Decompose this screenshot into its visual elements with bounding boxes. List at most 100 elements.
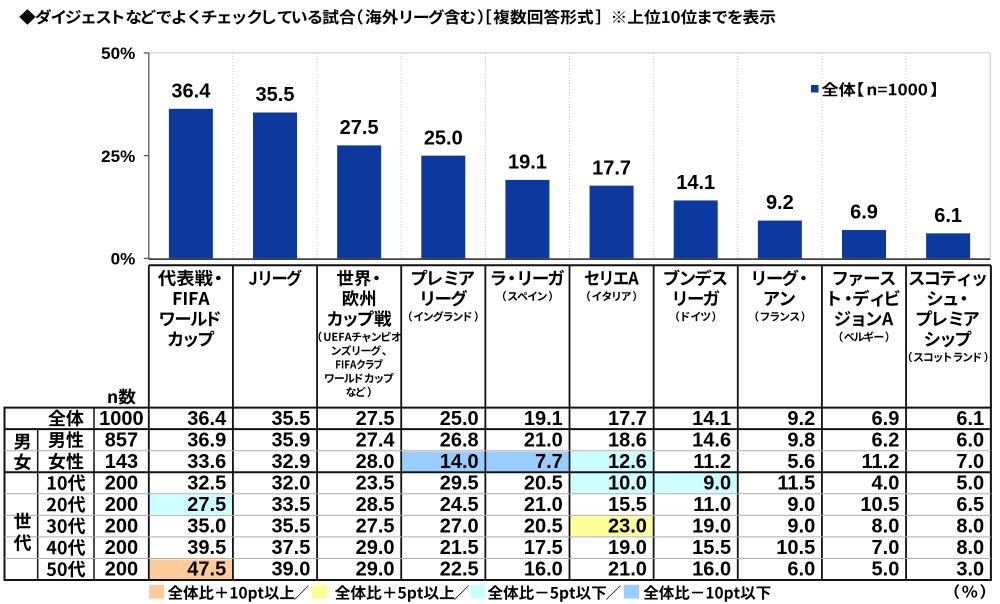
svg-text:8.0: 8.0 — [956, 537, 984, 559]
svg-text:25.0: 25.0 — [424, 127, 463, 149]
svg-text:14.1: 14.1 — [692, 408, 731, 430]
svg-text:14.0: 14.0 — [440, 451, 479, 473]
svg-text:47.5: 47.5 — [187, 559, 226, 581]
svg-text:200: 200 — [105, 516, 138, 538]
svg-text:200: 200 — [105, 494, 138, 516]
svg-text:10.0: 10.0 — [608, 472, 647, 494]
svg-text:10.5: 10.5 — [776, 537, 815, 559]
svg-text:19.0: 19.0 — [692, 516, 731, 538]
svg-text:18.6: 18.6 — [608, 429, 647, 451]
svg-text:200: 200 — [105, 472, 138, 494]
svg-text:21.5: 21.5 — [440, 537, 479, 559]
svg-text:23.0: 23.0 — [608, 516, 647, 538]
svg-text:20.5: 20.5 — [524, 516, 563, 538]
svg-text:6.9: 6.9 — [872, 408, 900, 430]
svg-text:32.9: 32.9 — [271, 451, 310, 473]
svg-text:35.5: 35.5 — [271, 516, 310, 538]
svg-text:39.5: 39.5 — [187, 537, 226, 559]
svg-text:11.0: 11.0 — [693, 494, 731, 516]
svg-text:857: 857 — [105, 429, 138, 451]
svg-text:4.0: 4.0 — [872, 472, 900, 494]
svg-text:20.5: 20.5 — [524, 472, 563, 494]
svg-text:19.1: 19.1 — [508, 151, 547, 173]
svg-text:35.5: 35.5 — [271, 408, 310, 430]
svg-text:5.6: 5.6 — [787, 451, 815, 473]
svg-text:3.0: 3.0 — [956, 559, 984, 581]
svg-text:33.5: 33.5 — [271, 494, 310, 516]
svg-text:9.0: 9.0 — [787, 494, 815, 516]
svg-text:16.0: 16.0 — [692, 559, 731, 581]
svg-text:21.0: 21.0 — [524, 494, 563, 516]
svg-text:9.0: 9.0 — [703, 472, 731, 494]
svg-text:15.5: 15.5 — [692, 537, 731, 559]
svg-text:35.0: 35.0 — [187, 516, 226, 538]
svg-text:1000: 1000 — [99, 408, 144, 430]
svg-text:14.6: 14.6 — [692, 429, 731, 451]
svg-text:27.5: 27.5 — [187, 494, 226, 516]
svg-text:12.6: 12.6 — [608, 451, 647, 473]
svg-text:19.0: 19.0 — [608, 537, 647, 559]
svg-text:6.0: 6.0 — [787, 559, 815, 581]
svg-text:23.5: 23.5 — [356, 472, 395, 494]
svg-text:5.0: 5.0 — [956, 472, 984, 494]
svg-text:29.0: 29.0 — [356, 537, 395, 559]
svg-text:9.0: 9.0 — [787, 516, 815, 538]
svg-text:143: 143 — [105, 451, 138, 473]
svg-text:17.7: 17.7 — [592, 157, 631, 179]
svg-text:36.9: 36.9 — [187, 429, 226, 451]
svg-text:36.4: 36.4 — [171, 80, 211, 102]
svg-text:22.5: 22.5 — [440, 559, 479, 581]
svg-text:32.5: 32.5 — [187, 472, 226, 494]
svg-text:17.5: 17.5 — [524, 537, 563, 559]
svg-text:50%: 50% — [101, 44, 135, 63]
svg-text:29.0: 29.0 — [356, 559, 395, 581]
svg-text:28.0: 28.0 — [356, 451, 395, 473]
svg-text:6.1: 6.1 — [956, 408, 984, 430]
svg-text:35.9: 35.9 — [271, 429, 310, 451]
svg-text:6.5: 6.5 — [956, 494, 984, 516]
svg-text:27.4: 27.4 — [356, 429, 396, 451]
svg-text:25.0: 25.0 — [440, 408, 479, 430]
svg-text:0%: 0% — [111, 250, 136, 269]
svg-text:200: 200 — [105, 559, 138, 581]
svg-text:14.1: 14.1 — [676, 172, 715, 194]
svg-text:32.0: 32.0 — [271, 472, 310, 494]
svg-text:19.1: 19.1 — [524, 408, 563, 430]
svg-text:11.5: 11.5 — [777, 472, 815, 494]
svg-text:6.2: 6.2 — [872, 429, 900, 451]
svg-text:6.1: 6.1 — [934, 205, 962, 227]
svg-text:21.0: 21.0 — [608, 559, 647, 581]
svg-text:39.0: 39.0 — [271, 559, 310, 581]
svg-text:37.5: 37.5 — [271, 537, 310, 559]
svg-text:27.5: 27.5 — [356, 408, 395, 430]
svg-text:7.0: 7.0 — [872, 537, 900, 559]
svg-text:11.2: 11.2 — [862, 451, 900, 473]
svg-text:17.7: 17.7 — [608, 408, 647, 430]
svg-text:33.6: 33.6 — [187, 451, 226, 473]
svg-text:5.0: 5.0 — [872, 559, 900, 581]
svg-text:8.0: 8.0 — [956, 516, 984, 538]
svg-text:15.5: 15.5 — [608, 494, 647, 516]
svg-text:27.5: 27.5 — [340, 117, 379, 139]
svg-text:36.4: 36.4 — [187, 408, 227, 430]
svg-text:28.5: 28.5 — [356, 494, 395, 516]
svg-text:27.5: 27.5 — [356, 516, 395, 538]
svg-text:9.2: 9.2 — [787, 408, 815, 430]
svg-text:6.9: 6.9 — [850, 202, 878, 224]
svg-text:7.0: 7.0 — [956, 451, 984, 473]
svg-text:11.2: 11.2 — [693, 451, 731, 473]
svg-text:21.0: 21.0 — [524, 429, 563, 451]
svg-text:26.8: 26.8 — [440, 429, 479, 451]
svg-text:7.7: 7.7 — [535, 451, 563, 473]
svg-text:200: 200 — [105, 537, 138, 559]
svg-text:16.0: 16.0 — [524, 559, 563, 581]
svg-text:6.0: 6.0 — [956, 429, 984, 451]
svg-text:8.0: 8.0 — [872, 516, 900, 538]
svg-text:9.2: 9.2 — [766, 192, 794, 214]
svg-text:27.0: 27.0 — [440, 516, 479, 538]
svg-text:24.5: 24.5 — [440, 494, 479, 516]
svg-text:10.5: 10.5 — [860, 494, 899, 516]
svg-text:25%: 25% — [101, 147, 135, 166]
svg-text:29.5: 29.5 — [440, 472, 479, 494]
svg-text:9.8: 9.8 — [787, 429, 815, 451]
